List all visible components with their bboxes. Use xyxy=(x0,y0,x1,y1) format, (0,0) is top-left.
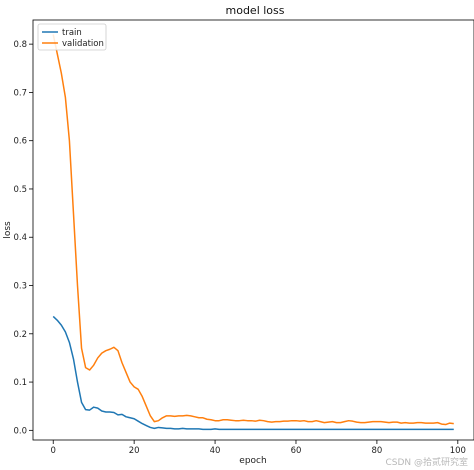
x-tick-label: 60 xyxy=(291,446,302,456)
legend-label-train: train xyxy=(62,28,82,38)
legend-label-validation: validation xyxy=(62,39,104,49)
y-tick-label: 0.3 xyxy=(13,282,27,292)
y-tick-label: 0.5 xyxy=(13,185,27,195)
series-line-train xyxy=(52,315,454,431)
x-tick-label: 80 xyxy=(371,446,382,456)
y-tick-label: 0.0 xyxy=(13,426,27,436)
axes-frame xyxy=(32,19,474,441)
y-tick-label: 0.1 xyxy=(13,378,27,388)
x-tick-label: 0 xyxy=(51,446,56,456)
y-tick-label: 0.4 xyxy=(13,233,27,243)
y-axis-label: loss xyxy=(3,221,13,239)
series-line-validation xyxy=(52,34,454,426)
watermark-text: CSDN @拾贰研究室 xyxy=(385,458,468,468)
x-axis-label: epoch xyxy=(239,456,266,466)
y-tick-label: 0.8 xyxy=(13,40,27,50)
y-tick-label: 0.2 xyxy=(13,330,27,340)
x-axis-ticks: 0 20 40 60 80 100 xyxy=(51,440,466,456)
y-tick-label: 0.6 xyxy=(13,137,27,147)
y-axis-ticks: 0.0 0.1 0.2 0.3 0.4 0.5 0.6 0.7 0.8 xyxy=(13,40,33,436)
x-tick-label: 100 xyxy=(450,446,466,456)
y-tick-label: 0.7 xyxy=(13,88,27,98)
chart-title: model loss xyxy=(226,4,285,17)
x-tick-label: 20 xyxy=(129,446,140,456)
plot-area xyxy=(52,34,454,431)
x-tick-label: 40 xyxy=(210,446,221,456)
